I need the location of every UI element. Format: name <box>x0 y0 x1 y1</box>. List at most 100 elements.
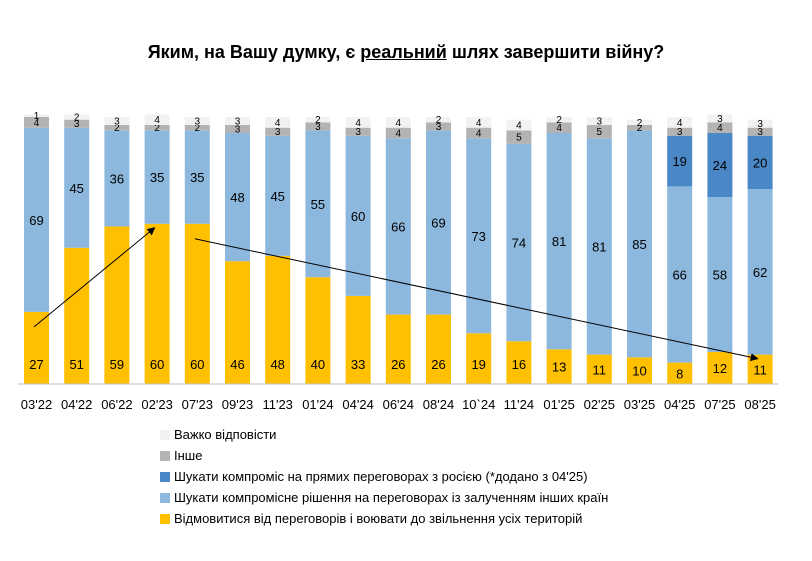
legend-item: Шукати компроміс на прямих переговорах з… <box>160 466 608 487</box>
bar-stack: 46 48 33 <box>225 117 250 384</box>
legend-swatch <box>160 429 170 440</box>
x-tick-label: 07'23 <box>182 397 213 412</box>
data-label: 33 <box>351 357 365 372</box>
x-tick-label: 03'22 <box>21 397 52 412</box>
bar-segment <box>707 133 733 198</box>
bar-segment <box>385 314 411 384</box>
legend-swatch <box>160 471 170 482</box>
bar-segment <box>667 127 693 136</box>
stacked-bar-chart: 27694103'2251453204'2259362306'226035240… <box>18 111 779 412</box>
bar-segment <box>747 127 773 136</box>
x-tick-label: 07'25 <box>704 397 735 412</box>
legend-label: Інше <box>174 448 203 463</box>
bar-stack: 59 36 23 <box>104 117 130 384</box>
data-label: 2 <box>637 123 643 134</box>
bar-segment <box>667 186 693 363</box>
trend-arrow <box>194 238 759 362</box>
data-label: 66 <box>391 219 405 234</box>
bar-segment <box>506 119 532 131</box>
bar-segment <box>345 117 371 128</box>
x-tick-label: 06'22 <box>101 397 132 412</box>
data-label: 8 <box>676 366 683 381</box>
data-label: 2 <box>74 113 80 124</box>
data-label: 3 <box>436 122 442 133</box>
data-label: 4 <box>396 129 402 140</box>
bar-segment <box>747 189 773 355</box>
data-label: 5 <box>516 133 522 144</box>
bar-stack: 40 55 32 <box>305 115 331 384</box>
bar-segment <box>586 138 612 355</box>
data-label: 10 <box>632 364 646 379</box>
bar-segment <box>184 117 210 126</box>
data-label: 4 <box>556 123 562 134</box>
data-label: 26 <box>391 357 405 372</box>
data-label: 62 <box>753 265 767 280</box>
data-label: 27 <box>29 357 43 372</box>
bar-segment <box>265 255 291 384</box>
x-tick-label: 01'24 <box>302 397 333 412</box>
data-label: 4 <box>516 121 522 132</box>
data-label: 3 <box>114 117 120 128</box>
bar-segment <box>426 122 451 131</box>
data-label: 4 <box>34 118 40 129</box>
data-label: 5 <box>597 127 603 138</box>
data-label: 3 <box>235 117 241 128</box>
bar-segment <box>225 261 250 384</box>
data-label: 48 <box>270 357 284 372</box>
bar-segment <box>466 127 492 139</box>
legend-swatch <box>160 450 170 461</box>
bar-segment <box>426 314 451 384</box>
data-label: 3 <box>74 119 80 130</box>
bar-segment <box>747 119 773 128</box>
bar-stack: 12 58 24 43 <box>707 114 733 384</box>
title-underlined: реальний <box>360 42 447 62</box>
bar-segment <box>184 130 210 224</box>
bar-segment <box>265 135 291 256</box>
data-label: 3 <box>597 117 603 128</box>
bar-segment <box>426 117 451 123</box>
bar-segment <box>104 125 130 131</box>
bar-segment <box>64 247 90 384</box>
data-label: 4 <box>476 129 482 140</box>
x-tick-label: 08'24 <box>423 397 454 412</box>
bar-segment <box>184 125 210 131</box>
trend-arrow <box>33 227 156 328</box>
title-suffix: шлях завершити війну? <box>446 42 665 62</box>
data-label: 4 <box>476 118 482 129</box>
bar-segment <box>184 223 210 384</box>
data-label: 13 <box>552 360 566 375</box>
data-label: 3 <box>315 122 321 133</box>
x-tick-label: 03'25 <box>624 397 655 412</box>
data-label: 19 <box>471 357 485 372</box>
x-tick-label: 01'25 <box>543 397 574 412</box>
bar-stack: 16 74 54 <box>506 119 532 384</box>
bar-segment <box>24 311 49 384</box>
x-tick-label: 04'22 <box>61 397 92 412</box>
bar-segment <box>144 114 170 126</box>
bar-stack: 60 35 24 <box>144 114 170 384</box>
legend-label: Шукати компроміс на прямих переговорах з… <box>174 469 588 484</box>
data-label: 45 <box>270 189 284 204</box>
bar-segment <box>265 127 291 136</box>
bar-segment <box>265 117 291 128</box>
bar-segment <box>546 349 572 384</box>
bar-segment <box>64 127 90 248</box>
data-label: 40 <box>311 357 325 372</box>
bar-stack: 27 69 41 <box>24 111 49 384</box>
data-label: 2 <box>637 118 643 129</box>
data-label: 11 <box>753 362 767 377</box>
title-prefix: Яким, на Вашу думку, є <box>147 42 361 62</box>
data-label: 4 <box>396 118 402 129</box>
bar-stack: 19 73 44 <box>466 117 492 384</box>
data-label: 69 <box>431 215 445 230</box>
bar-segment <box>385 117 411 128</box>
bar-segment <box>385 127 411 139</box>
data-label: 3 <box>355 127 361 138</box>
bar-stack: 26 66 44 <box>385 117 411 384</box>
bar-segment <box>506 143 532 342</box>
bar-stack: 8 66 19 34 <box>667 117 693 384</box>
data-label: 24 <box>713 158 727 173</box>
data-label: 58 <box>713 268 727 283</box>
bar-stack: 26 69 32 <box>426 115 451 384</box>
bar-segment <box>104 117 130 126</box>
